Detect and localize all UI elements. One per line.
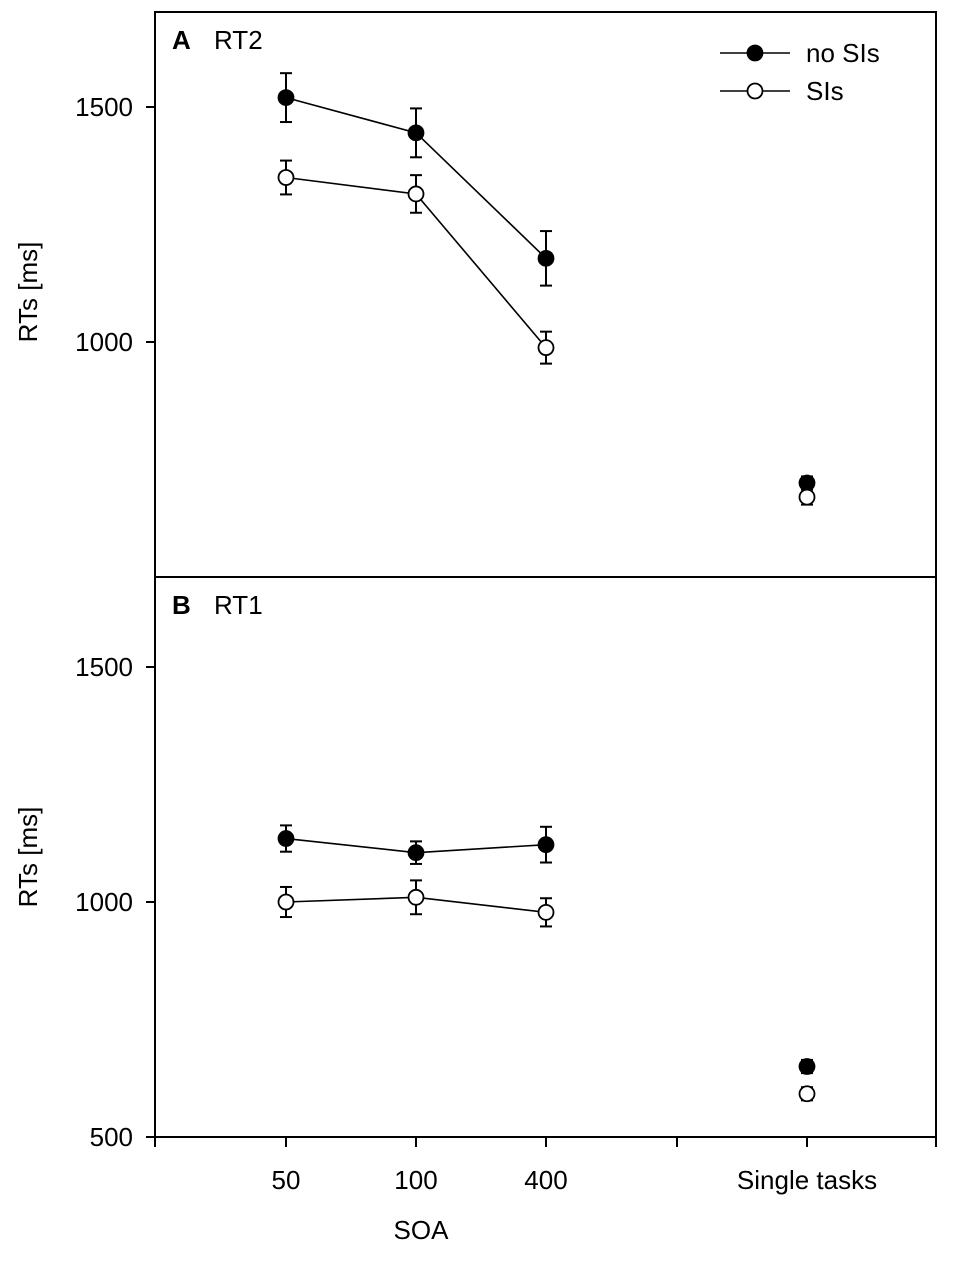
y-tick-label: 1000 [75,887,133,917]
data-point [537,249,555,267]
data-point [537,903,555,921]
legend-marker [746,82,764,100]
y-tick-label: 1500 [75,92,133,122]
legend-label: SIs [806,76,844,106]
data-point [407,185,425,203]
data-point [277,893,295,911]
panel-title: RT1 [214,590,263,620]
data-point [537,339,555,357]
x-tick-label: 50 [272,1165,301,1195]
x-tick-label: Single tasks [737,1165,877,1195]
data-point [798,1058,816,1075]
data-point [277,89,295,106]
data-point [407,888,425,906]
legend: no SIs SIs [720,38,880,106]
legend-marker [746,44,764,62]
x-axis-title: SOA [394,1215,450,1245]
legend-label: no SIs [806,38,880,68]
y-tick-label: 500 [90,1122,133,1152]
data-point [798,474,816,492]
panel-title: RT2 [214,25,263,55]
data-point [277,169,295,186]
panel-a: 1000 1500 RTs [ms] A RT2 no SIs SIs [13,11,937,578]
data-point [407,124,425,142]
data-point [407,844,425,862]
data-point [798,1085,816,1103]
y-tick-label: 1000 [75,327,133,357]
data-point [798,488,816,506]
panel-b: 500 1000 1500 RTs [ms] B RT1 50 100 400 Single ta… [13,576,937,1245]
y-tick-label: 1500 [75,652,133,682]
series-no-sis [277,824,816,1075]
data-point [537,836,555,854]
panel-letter: A [172,25,191,55]
series-sis [277,879,816,1103]
x-tick-label: 100 [394,1165,437,1195]
series-sis [277,159,816,506]
panel-letter: B [172,590,191,620]
data-point [277,830,295,847]
y-axis-title: RTs [ms] [13,242,43,343]
x-tick-label: 400 [524,1165,567,1195]
y-axis-title: RTs [ms] [13,807,43,908]
